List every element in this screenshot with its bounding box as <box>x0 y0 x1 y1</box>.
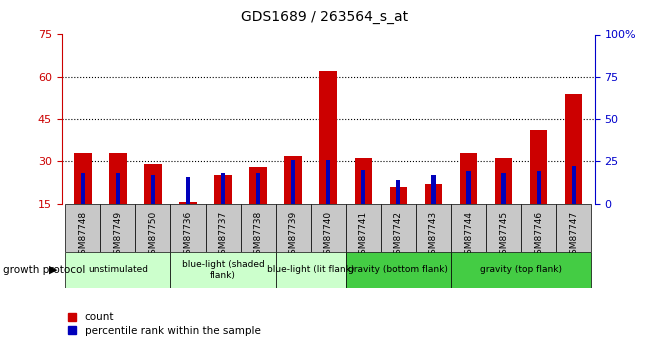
Bar <box>361 170 365 204</box>
Text: unstimulated: unstimulated <box>88 265 148 275</box>
Bar <box>311 204 346 252</box>
Bar <box>556 204 592 252</box>
Bar <box>495 158 512 204</box>
Bar <box>135 204 170 252</box>
Text: GSM87743: GSM87743 <box>429 211 438 260</box>
Text: ▶: ▶ <box>49 265 58 275</box>
Text: GSM87741: GSM87741 <box>359 211 368 260</box>
Bar <box>291 160 295 204</box>
Bar <box>565 94 582 204</box>
Bar <box>221 173 225 204</box>
Bar <box>285 156 302 204</box>
Text: GSM87750: GSM87750 <box>148 211 157 260</box>
Bar <box>451 252 592 288</box>
Bar <box>536 171 541 204</box>
Text: GSM87740: GSM87740 <box>324 211 333 260</box>
Bar <box>179 202 197 204</box>
Bar <box>65 252 170 288</box>
Bar <box>74 153 92 204</box>
Text: GSM87746: GSM87746 <box>534 211 543 260</box>
Text: blue-light (shaded
flank): blue-light (shaded flank) <box>182 260 265 280</box>
Text: GSM87745: GSM87745 <box>499 211 508 260</box>
Bar <box>467 171 471 204</box>
Bar <box>276 252 346 288</box>
Bar <box>109 153 127 204</box>
Bar <box>214 175 232 204</box>
Legend: count, percentile rank within the sample: count, percentile rank within the sample <box>64 308 265 340</box>
Bar <box>170 204 205 252</box>
Text: blue-light (lit flank): blue-light (lit flank) <box>267 265 354 275</box>
Bar <box>65 204 100 252</box>
Text: GSM87744: GSM87744 <box>464 211 473 260</box>
Text: GSM87737: GSM87737 <box>218 211 227 260</box>
Bar <box>486 204 521 252</box>
Bar <box>100 204 135 252</box>
Bar <box>530 130 547 204</box>
Bar <box>81 173 85 204</box>
Bar <box>396 180 400 204</box>
Bar <box>151 175 155 204</box>
Bar <box>250 167 267 204</box>
Bar <box>502 173 506 204</box>
Bar <box>416 204 451 252</box>
Text: growth protocol: growth protocol <box>3 265 86 275</box>
Text: GSM87739: GSM87739 <box>289 211 298 260</box>
Bar <box>320 71 337 204</box>
Text: GSM87736: GSM87736 <box>183 211 192 260</box>
Bar <box>424 184 442 204</box>
Text: GSM87748: GSM87748 <box>78 211 87 260</box>
Bar <box>326 160 330 204</box>
Bar <box>432 175 436 204</box>
Text: gravity (top flank): gravity (top flank) <box>480 265 562 275</box>
Bar <box>354 158 372 204</box>
Bar <box>389 187 407 204</box>
Bar <box>186 177 190 204</box>
Bar <box>116 173 120 204</box>
Bar <box>144 164 162 204</box>
Text: GSM87749: GSM87749 <box>113 211 122 260</box>
Text: gravity (bottom flank): gravity (bottom flank) <box>348 265 448 275</box>
Bar <box>381 204 416 252</box>
Text: GSM87742: GSM87742 <box>394 211 403 260</box>
Bar <box>240 204 276 252</box>
Bar <box>346 252 451 288</box>
Bar <box>276 204 311 252</box>
Bar <box>521 204 556 252</box>
Text: GSM87738: GSM87738 <box>254 211 263 260</box>
Bar <box>451 204 486 252</box>
Bar <box>460 153 477 204</box>
Bar <box>256 173 260 204</box>
Text: GSM87747: GSM87747 <box>569 211 578 260</box>
Bar <box>170 252 276 288</box>
Bar <box>571 166 576 204</box>
Bar <box>346 204 381 252</box>
Text: GDS1689 / 263564_s_at: GDS1689 / 263564_s_at <box>241 10 409 24</box>
Bar <box>205 204 240 252</box>
